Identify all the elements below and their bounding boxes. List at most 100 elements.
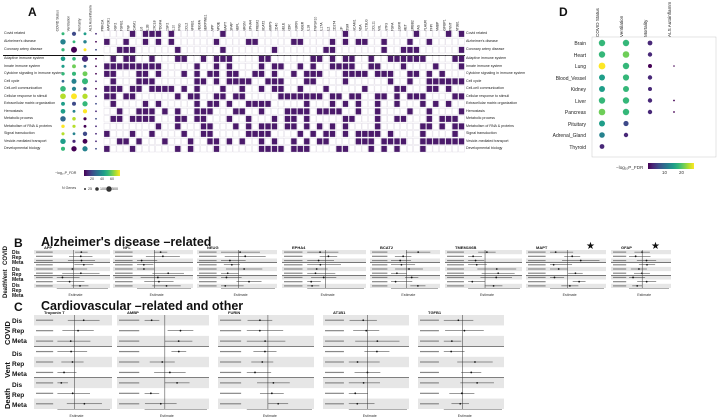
gene-membership-cell bbox=[336, 145, 342, 153]
row-band bbox=[370, 250, 440, 255]
gene-membership-cell bbox=[394, 138, 400, 145]
p-value-annotation bbox=[199, 272, 217, 274]
gene-membership-cell bbox=[142, 100, 149, 108]
gene-membership-cell bbox=[336, 46, 342, 54]
gene-membership-cell bbox=[368, 55, 375, 63]
gene-membership-cell bbox=[406, 108, 413, 115]
estimate-point bbox=[476, 381, 479, 384]
gene-membership-cell bbox=[213, 46, 220, 54]
gene-membership-cell bbox=[200, 130, 207, 138]
gene-membership-cell bbox=[245, 123, 252, 130]
p-value-annotation bbox=[372, 264, 388, 266]
estimate-point bbox=[264, 350, 266, 353]
gene-membership-cell bbox=[439, 85, 446, 93]
estimate-point bbox=[224, 284, 227, 287]
gene-membership-cell bbox=[271, 123, 278, 130]
gene-membership-cell bbox=[219, 123, 226, 130]
gene-membership-cell bbox=[355, 70, 362, 78]
gene-membership-cell bbox=[323, 93, 330, 100]
size-legend-dot bbox=[95, 187, 99, 191]
gene-membership-cell bbox=[213, 100, 220, 108]
gene-membership-cell bbox=[239, 63, 246, 70]
gene-membership-cell bbox=[116, 30, 123, 38]
pathway-row-label-right: Alzheimer's disease bbox=[466, 39, 498, 43]
gene-membership-cell bbox=[400, 145, 407, 153]
gene-membership-cell bbox=[103, 145, 110, 153]
forest-plot bbox=[611, 250, 671, 289]
gene-membership-cell bbox=[400, 115, 407, 123]
gene-membership-cell bbox=[458, 123, 465, 130]
gene-membership-cell bbox=[207, 93, 213, 100]
tissue-enrichment-dot bbox=[623, 132, 629, 138]
estimate-point bbox=[317, 259, 320, 262]
estimate-point bbox=[165, 284, 168, 287]
gene-membership-cell bbox=[381, 100, 388, 108]
gene-membership-cell bbox=[168, 123, 175, 130]
gene-membership-cell bbox=[342, 115, 349, 123]
p-value-annotation bbox=[284, 272, 303, 274]
gene-membership-cell bbox=[245, 55, 252, 63]
gene-membership-cell bbox=[187, 130, 194, 138]
estimate-point bbox=[82, 319, 85, 322]
gene-membership-cell bbox=[110, 78, 117, 85]
gene-membership-cell bbox=[232, 30, 239, 38]
group-label-death: Death bbox=[3, 388, 12, 409]
pathway-row-label-right: Innate immune system bbox=[466, 63, 503, 68]
gene-membership-cell bbox=[245, 100, 252, 108]
gene-membership-cell bbox=[207, 63, 213, 70]
p-value-annotation bbox=[372, 281, 388, 283]
gene-membership-cell bbox=[394, 93, 400, 100]
gene-membership-cell bbox=[387, 123, 394, 130]
gene-membership-cell bbox=[116, 130, 123, 138]
gene-membership-cell bbox=[303, 100, 310, 108]
gene-membership-cell bbox=[103, 138, 110, 145]
gene-membership-cell bbox=[271, 63, 278, 70]
gene-membership-cell bbox=[348, 30, 355, 38]
gene-membership-cell bbox=[155, 46, 162, 54]
gene-membership-cell bbox=[252, 55, 259, 63]
gene-membership-cell bbox=[116, 46, 123, 54]
gene-membership-cell bbox=[284, 108, 291, 115]
gene-membership-cell bbox=[226, 30, 233, 38]
gene-membership-cell bbox=[426, 78, 433, 85]
gene-membership-cell bbox=[103, 46, 110, 54]
gene-membership-cell bbox=[174, 30, 181, 38]
gene-membership-cell bbox=[342, 46, 349, 54]
panel-d-letter: D bbox=[559, 5, 568, 19]
gene-membership-cell bbox=[426, 138, 433, 145]
tissue-row-label: Kidney bbox=[570, 87, 586, 93]
gene-membership-cell bbox=[439, 123, 446, 130]
gene-membership-cell bbox=[142, 108, 149, 115]
x-axis-label: Estimate bbox=[262, 414, 277, 418]
gene-membership-cell bbox=[239, 70, 246, 78]
estimate-point bbox=[161, 361, 164, 363]
estimate-point bbox=[82, 263, 85, 266]
p-value-annotation bbox=[325, 340, 344, 342]
gene-membership-cell bbox=[374, 85, 381, 93]
gene-membership-cell bbox=[290, 100, 297, 108]
estimate-point bbox=[226, 272, 229, 275]
gene-membership-cell bbox=[413, 115, 420, 123]
gene-membership-cell bbox=[419, 46, 426, 54]
gene-membership-cell bbox=[103, 55, 110, 63]
pathway-row-label: Alzheimer's disease bbox=[4, 39, 36, 43]
gene-membership-cell bbox=[168, 78, 175, 85]
enrichment-dot bbox=[71, 86, 77, 91]
gene-membership-cell bbox=[310, 85, 317, 93]
enrichment-dot bbox=[95, 65, 97, 68]
gene-membership-cell bbox=[426, 130, 433, 138]
gene-membership-cell bbox=[265, 100, 271, 108]
gene-membership-cell bbox=[445, 130, 452, 138]
gene-membership-cell bbox=[129, 115, 136, 123]
gene-membership-cell bbox=[239, 138, 246, 145]
estimate-point bbox=[460, 392, 463, 395]
enrichment-dot bbox=[95, 72, 97, 75]
gene-membership-cell bbox=[348, 130, 355, 138]
gene-membership-cell bbox=[432, 123, 439, 130]
gene-membership-cell bbox=[445, 85, 452, 93]
gene-membership-cell bbox=[297, 85, 304, 93]
gene-membership-cell bbox=[290, 46, 297, 54]
pathway-row-label-right: Cell cycle bbox=[466, 78, 482, 83]
gene-membership-cell bbox=[432, 55, 439, 63]
forest-plot-title: GFAP bbox=[621, 245, 632, 250]
